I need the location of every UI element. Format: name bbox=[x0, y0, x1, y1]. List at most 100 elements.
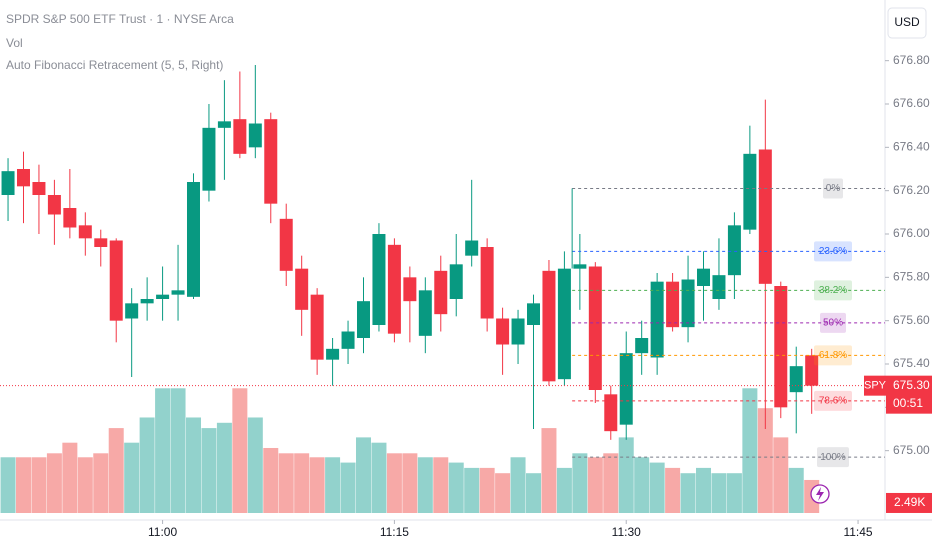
candle-body bbox=[403, 277, 417, 302]
candle-body bbox=[758, 149, 772, 284]
candle-body bbox=[217, 121, 231, 128]
candle-body bbox=[588, 266, 602, 390]
y-tick-label: 675.80 bbox=[893, 270, 930, 284]
last-price-label: 675.30 bbox=[893, 378, 930, 392]
volume-bar bbox=[649, 462, 665, 513]
candle-body bbox=[32, 182, 46, 195]
candle-body bbox=[16, 169, 30, 187]
volume-bar bbox=[15, 457, 31, 513]
volume-bar bbox=[46, 453, 62, 513]
y-tick-label: 675.60 bbox=[893, 313, 930, 327]
x-tick-label: 11:45 bbox=[843, 525, 872, 539]
volume-bar bbox=[526, 473, 542, 513]
candle-body bbox=[1, 171, 15, 195]
candle-body bbox=[712, 275, 726, 299]
candle-body bbox=[604, 394, 618, 432]
candle-body bbox=[743, 153, 757, 230]
candle-body bbox=[465, 240, 479, 256]
last-price-box bbox=[886, 375, 932, 414]
y-tick-label: 676.80 bbox=[893, 53, 930, 67]
volume-bar bbox=[495, 473, 511, 513]
fib-label: 61.8% bbox=[819, 350, 847, 361]
candle-body bbox=[496, 318, 510, 345]
volume-bar bbox=[618, 437, 634, 513]
volume-bar bbox=[417, 457, 433, 513]
volume-bar bbox=[371, 442, 387, 513]
fib-label-box bbox=[817, 447, 849, 468]
volume-bar bbox=[325, 457, 341, 513]
volume-bar bbox=[572, 453, 588, 513]
volume-bar bbox=[247, 417, 263, 513]
volume-bar bbox=[448, 462, 464, 513]
fib-label-box bbox=[814, 241, 852, 262]
currency-label[interactable]: USD bbox=[894, 15, 920, 29]
fib-label: 100% bbox=[820, 452, 846, 463]
fib-label-box bbox=[823, 178, 843, 199]
candle-body bbox=[264, 119, 278, 204]
fib-label-box bbox=[820, 312, 846, 333]
candle-body bbox=[94, 238, 108, 247]
volume-bar bbox=[757, 408, 773, 513]
volume-bar bbox=[696, 467, 712, 513]
candle-body bbox=[326, 348, 340, 360]
volume-bar bbox=[433, 457, 449, 513]
candle-body bbox=[449, 264, 463, 299]
volume-bar bbox=[788, 467, 804, 513]
last-volume-label: 2.49K bbox=[894, 495, 925, 509]
volume-bar bbox=[216, 422, 232, 513]
volume-bar bbox=[0, 457, 16, 513]
candle-body bbox=[774, 286, 788, 408]
volume-bar bbox=[726, 473, 742, 513]
countdown-label: 00:51 bbox=[893, 396, 923, 410]
volume-bar bbox=[742, 388, 758, 513]
volume-bar bbox=[556, 467, 572, 513]
volume-bar bbox=[665, 467, 681, 513]
symbol-label: SPY bbox=[864, 380, 887, 392]
volume-bar bbox=[773, 437, 789, 513]
chart-title: SPDR S&P 500 ETF Trust · 1 · NYSE Arca bbox=[6, 12, 234, 26]
candle-body bbox=[295, 268, 309, 310]
candle-body bbox=[248, 123, 262, 148]
candle-body bbox=[511, 318, 525, 345]
volume-bar bbox=[108, 428, 124, 513]
candle-body bbox=[125, 303, 139, 319]
symbol-box bbox=[864, 375, 886, 396]
candle-body bbox=[310, 294, 324, 360]
candle-body bbox=[109, 240, 123, 321]
volume-bar bbox=[541, 428, 557, 513]
candle-body bbox=[789, 366, 803, 393]
volume-bar bbox=[510, 457, 526, 513]
volume-bar bbox=[402, 453, 418, 513]
volume-bar bbox=[124, 442, 140, 513]
volume-bar bbox=[634, 457, 650, 513]
candle-body bbox=[156, 294, 170, 299]
fib-label-box bbox=[814, 280, 852, 301]
x-tick-label: 11:15 bbox=[380, 525, 409, 539]
volume-bar bbox=[355, 437, 371, 513]
currency-button[interactable] bbox=[887, 7, 927, 39]
candle-body bbox=[727, 225, 741, 276]
volume-bar bbox=[77, 457, 93, 513]
volume-bar bbox=[278, 453, 294, 513]
candle-body bbox=[418, 290, 432, 336]
candle-body bbox=[527, 303, 541, 325]
candle-body bbox=[279, 218, 293, 271]
volume-bar bbox=[603, 453, 619, 513]
volume-bar bbox=[479, 467, 495, 513]
candle-body bbox=[681, 279, 695, 328]
last-volume-box bbox=[886, 492, 932, 513]
candle-body bbox=[666, 281, 680, 328]
candle-body bbox=[171, 290, 185, 295]
candle-body bbox=[635, 338, 649, 354]
volume-bar bbox=[711, 473, 727, 513]
fib-label-box bbox=[814, 345, 852, 366]
volume-bar bbox=[170, 388, 186, 513]
volume-bar bbox=[31, 457, 47, 513]
candle-body bbox=[480, 247, 494, 319]
candle-body bbox=[78, 225, 92, 239]
candle-body bbox=[697, 268, 711, 286]
volume-bar bbox=[62, 442, 78, 513]
candle-body bbox=[356, 301, 370, 338]
volume-bar bbox=[185, 417, 201, 513]
volume-bar bbox=[386, 453, 402, 513]
